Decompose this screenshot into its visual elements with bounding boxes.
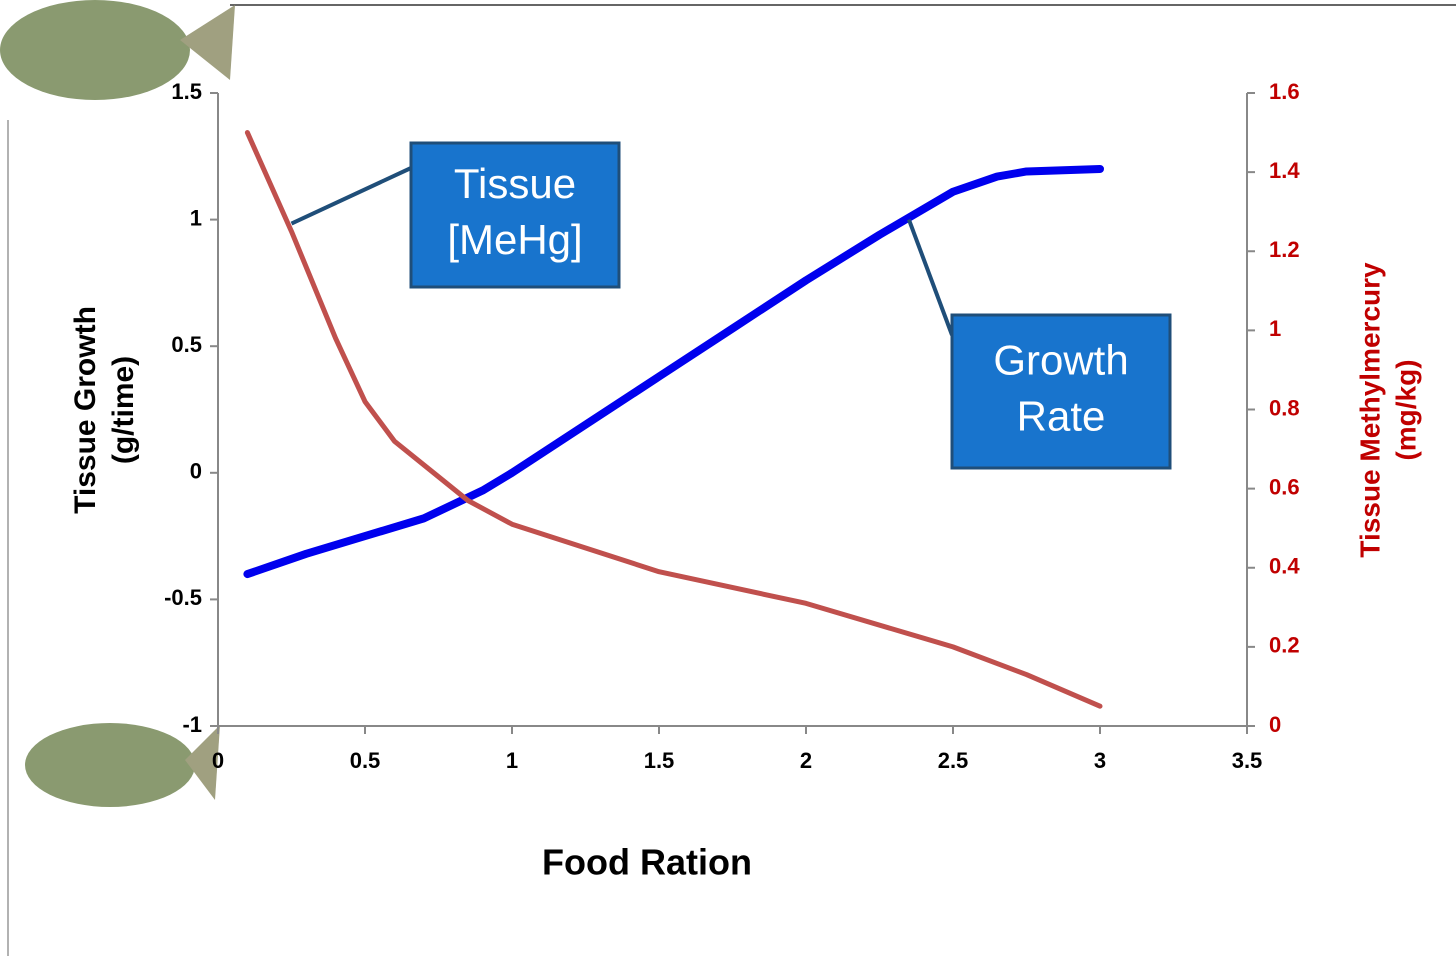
y2-tick-label: 0.4 xyxy=(1269,554,1300,579)
chart: Food Ration Tissue Growth (g/time) Tissu… xyxy=(0,0,1456,956)
x-tick-label: 0 xyxy=(212,748,224,773)
x-tick-label: 2.5 xyxy=(938,748,969,773)
x-tick-label: 1 xyxy=(506,748,518,773)
x-tick-label: 3 xyxy=(1094,748,1106,773)
x-tick-label: 3.5 xyxy=(1232,748,1263,773)
annotation-text: Growth xyxy=(993,337,1128,384)
y-axis-title: (g/time) xyxy=(107,356,140,464)
y2-tick-label: 1.6 xyxy=(1269,79,1300,104)
annotation-text: Tissue xyxy=(454,160,576,207)
x-axis-title: Food Ration xyxy=(542,842,752,883)
y2-axis-title: (mg/kg) xyxy=(1390,359,1421,460)
y2-axis-title: Tissue Methylmercury xyxy=(1354,262,1385,558)
x-tick-label: 1.5 xyxy=(644,748,675,773)
annotation-leader xyxy=(909,220,952,335)
y2-tick-label: 0.2 xyxy=(1269,633,1300,658)
y-tick-label: 1.5 xyxy=(171,79,202,104)
y2-tick-label: 1.2 xyxy=(1269,237,1300,262)
annotation-text: Rate xyxy=(1017,393,1106,440)
y-tick-label: 0 xyxy=(190,459,202,484)
y-tick-label: -1 xyxy=(182,712,202,737)
y2-tick-label: 0.6 xyxy=(1269,474,1300,499)
x-tick-label: 2 xyxy=(800,748,812,773)
y2-tick-label: 1 xyxy=(1269,316,1281,341)
y-axis-title: Tissue Growth xyxy=(69,306,102,514)
y2-tick-label: 0 xyxy=(1269,712,1281,737)
x-tick-label: 0.5 xyxy=(350,748,381,773)
annotation-leader xyxy=(292,168,412,224)
y-tick-label: -0.5 xyxy=(164,585,202,610)
annotation-text: [MeHg] xyxy=(447,216,582,263)
y2-tick-label: 1.4 xyxy=(1269,158,1300,183)
y2-tick-label: 0.8 xyxy=(1269,395,1300,420)
y-tick-label: 0.5 xyxy=(171,332,202,357)
y-tick-label: 1 xyxy=(190,205,202,230)
